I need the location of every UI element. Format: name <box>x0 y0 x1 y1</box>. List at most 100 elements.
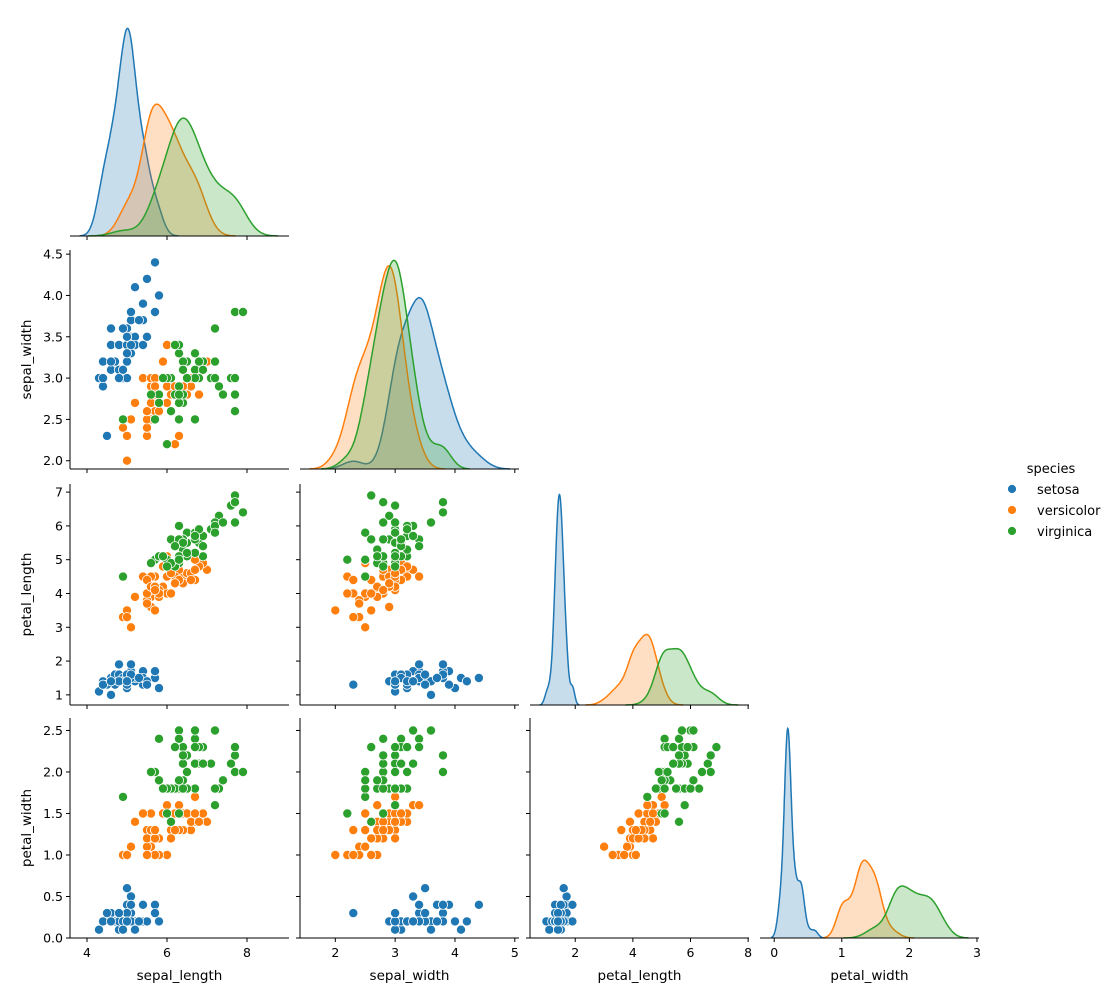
point-virginica <box>688 775 699 786</box>
y-tick-label: 2.5 <box>43 412 63 427</box>
point-virginica <box>378 783 389 794</box>
x-axis-label: petal_length <box>598 968 682 984</box>
subplot-petal_width-vs-petal_width: 0 1 2 3 petal_width <box>760 727 981 984</box>
point-setosa <box>414 659 425 670</box>
legend-marker-setosa <box>1007 484 1017 494</box>
point-setosa <box>420 669 431 680</box>
point-virginica <box>408 531 419 542</box>
point-versicolor <box>378 816 389 827</box>
point-virginica <box>153 397 164 408</box>
point-setosa <box>149 666 160 677</box>
point-setosa <box>390 924 401 935</box>
point-setosa <box>558 883 569 894</box>
point-virginica <box>671 783 682 794</box>
point-versicolor <box>348 825 359 836</box>
point-virginica <box>177 364 188 375</box>
point-versicolor <box>137 808 148 819</box>
y-axis-label: sepal_width <box>19 320 35 400</box>
x-tick-label: 4 <box>629 945 637 960</box>
point-versicolor <box>330 605 341 616</box>
legend-label-versicolor: versicolor <box>1037 504 1101 519</box>
point-setosa <box>118 364 129 375</box>
kde-line-setosa <box>79 27 179 237</box>
point-setosa <box>122 916 133 927</box>
point-virginica <box>173 808 184 819</box>
point-virginica <box>209 783 220 794</box>
point-setosa <box>561 891 572 902</box>
point-virginica <box>197 541 208 552</box>
y-tick-label: 3 <box>55 620 63 635</box>
point-virginica <box>390 767 401 778</box>
point-versicolor <box>122 430 133 441</box>
y-tick-label: 4.5 <box>43 247 63 262</box>
point-virginica <box>173 414 184 425</box>
point-setosa <box>94 924 105 935</box>
point-virginica <box>425 517 436 528</box>
point-virginica <box>181 547 192 558</box>
point-virginica <box>197 758 208 769</box>
point-versicolor <box>173 800 184 811</box>
kde-fill-virginica <box>625 648 739 705</box>
kde-line-versicolor <box>823 859 915 939</box>
point-versicolor <box>656 791 667 802</box>
point-versicolor <box>149 585 160 596</box>
y-tick-label: 2.5 <box>43 723 63 738</box>
point-virginica <box>642 791 653 802</box>
point-virginica <box>229 742 240 753</box>
y-tick-label: 1.0 <box>43 847 63 862</box>
point-virginica <box>674 750 685 761</box>
point-versicolor <box>141 841 152 852</box>
point-virginica <box>674 733 685 744</box>
point-setosa <box>348 679 359 690</box>
kde-line-versicolor <box>94 103 236 237</box>
point-setosa <box>106 916 117 927</box>
point-virginica <box>679 800 690 811</box>
point-virginica <box>390 500 401 511</box>
point-virginica <box>378 733 389 744</box>
point-virginica <box>237 507 248 518</box>
point-virginica <box>378 758 389 769</box>
point-setosa <box>133 916 144 927</box>
point-versicolor <box>141 598 152 609</box>
point-virginica <box>118 571 129 582</box>
point-setosa <box>149 306 160 317</box>
point-virginica <box>189 531 200 542</box>
point-versicolor <box>378 825 389 836</box>
y-tick-label: 3.0 <box>43 371 63 386</box>
point-versicolor <box>390 816 401 827</box>
point-virginica <box>694 783 705 794</box>
point-virginica <box>360 791 371 802</box>
point-virginica <box>372 775 383 786</box>
point-virginica <box>169 339 180 350</box>
point-virginica <box>149 414 160 425</box>
point-virginica <box>157 551 168 562</box>
point-virginica <box>378 497 389 508</box>
point-versicolor <box>189 564 200 575</box>
kde-line-versicolor <box>309 265 445 470</box>
point-setosa <box>122 883 133 894</box>
point-setosa <box>106 323 117 334</box>
y-tick-label: 2.0 <box>43 453 63 468</box>
point-virginica <box>173 554 184 565</box>
x-tick-label: 8 <box>744 945 752 960</box>
legend-title: species <box>1027 462 1076 477</box>
point-virginica <box>688 725 699 736</box>
point-virginica <box>437 750 448 761</box>
point-virginica <box>390 561 401 572</box>
subplot-sepal_width-vs-sepal_length: 2.0 2.5 3.0 3.5 4.0 4.5 sepal_width <box>19 247 289 473</box>
point-versicolor <box>645 816 656 827</box>
x-tick-label: 3 <box>973 945 981 960</box>
point-setosa <box>408 916 419 927</box>
y-tick-label: 1 <box>55 687 63 702</box>
subplot-petal_width-vs-sepal_length: 0.0 0.5 1.0 1.5 2.0 2.5 petal_width 4 6 8 sepal_le… <box>19 718 289 984</box>
point-virginica <box>237 306 248 317</box>
point-virginica <box>153 775 164 786</box>
point-setosa <box>455 924 466 935</box>
point-versicolor <box>354 598 365 609</box>
kde-line-versicolor <box>585 633 684 706</box>
point-setosa <box>141 679 152 690</box>
point-versicolor <box>141 850 152 861</box>
kde-fill-setosa <box>539 494 580 705</box>
kde-line-virginica <box>625 647 739 706</box>
point-setosa <box>348 908 359 919</box>
